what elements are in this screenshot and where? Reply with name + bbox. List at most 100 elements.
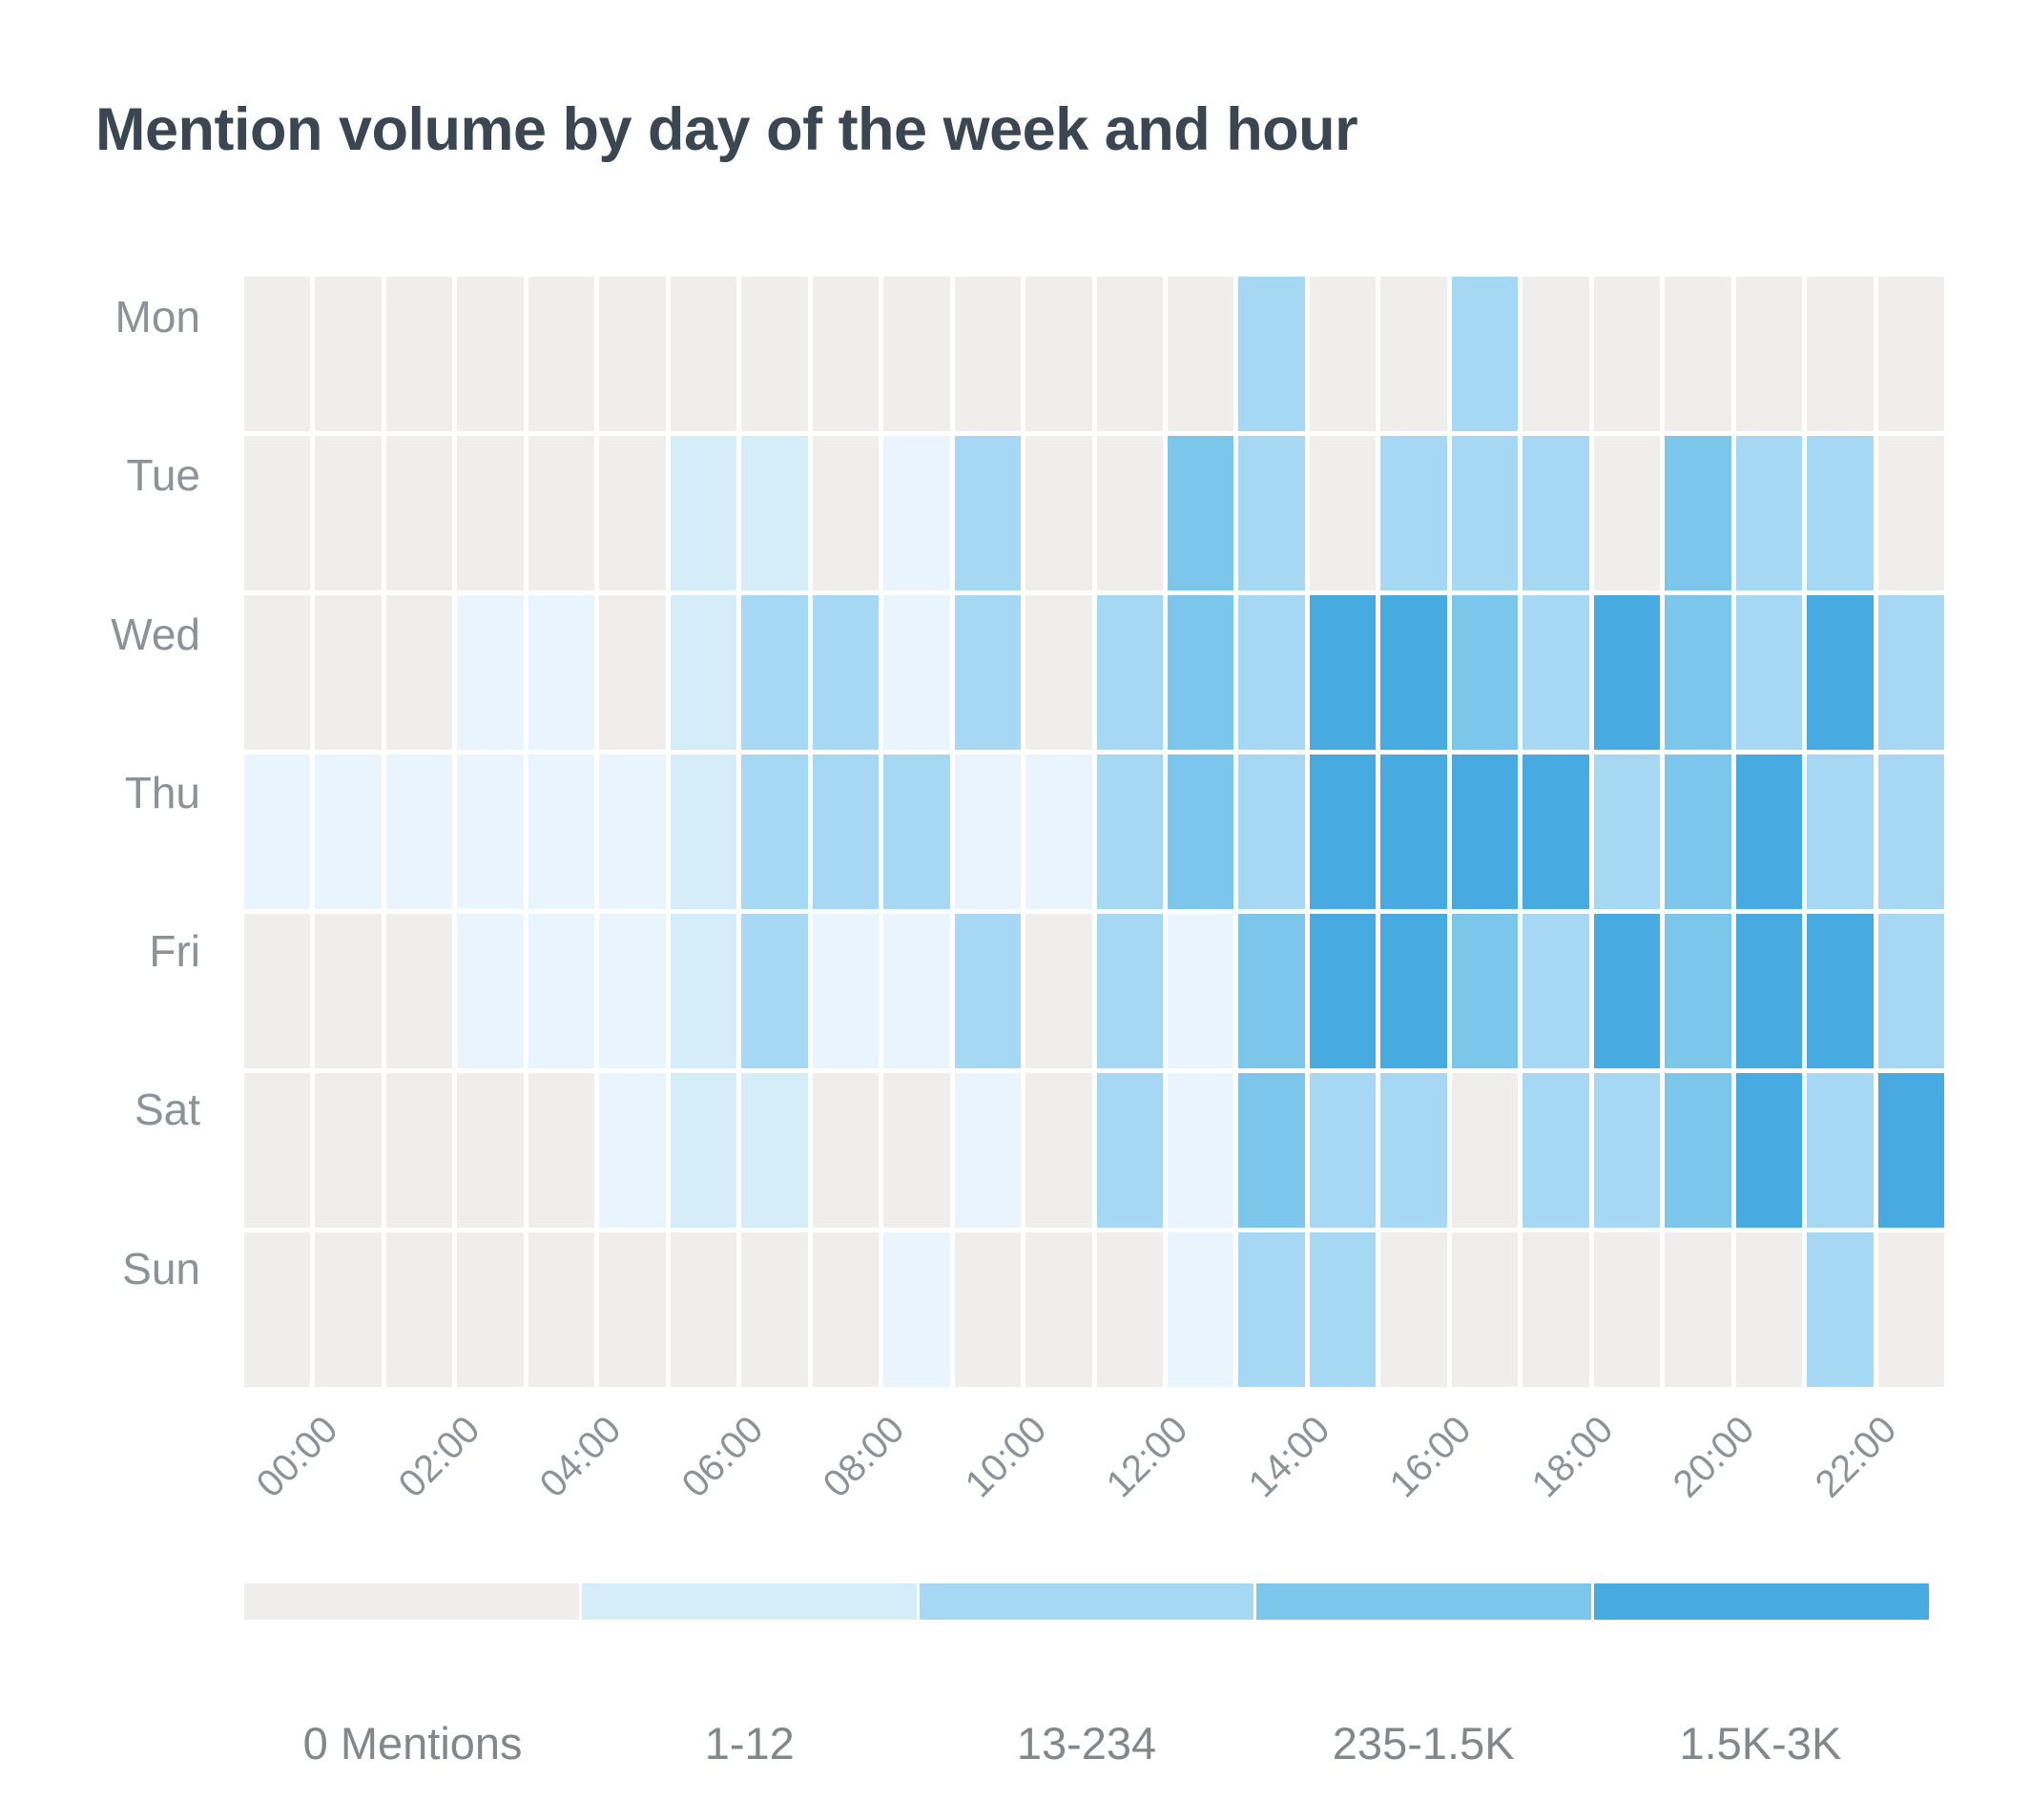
heatmap-cell[interactable] (1522, 1073, 1589, 1228)
heatmap-cell[interactable] (315, 1073, 382, 1228)
heatmap-cell[interactable] (385, 595, 453, 750)
heatmap-cell[interactable] (1096, 914, 1163, 1068)
heatmap-cell[interactable] (457, 595, 524, 750)
heatmap-cell[interactable] (1380, 436, 1447, 590)
heatmap-cell[interactable] (1309, 1232, 1377, 1387)
heatmap-cell[interactable] (1735, 1073, 1803, 1228)
heatmap-cell[interactable] (1238, 914, 1305, 1068)
heatmap-cell[interactable] (670, 436, 737, 590)
heatmap-cell[interactable] (1025, 436, 1092, 590)
heatmap-cell[interactable] (528, 755, 595, 909)
heatmap-cell[interactable] (883, 1073, 950, 1228)
heatmap-cell[interactable] (385, 914, 453, 1068)
heatmap-cell[interactable] (1665, 1232, 1731, 1387)
heatmap-cell[interactable] (244, 595, 311, 750)
heatmap-cell[interactable] (457, 1073, 524, 1228)
heatmap-cell[interactable] (1380, 1232, 1447, 1387)
heatmap-cell[interactable] (670, 277, 737, 431)
heatmap-cell[interactable] (528, 914, 595, 1068)
heatmap-cell[interactable] (244, 1232, 311, 1387)
heatmap-cell[interactable] (741, 755, 808, 909)
heatmap-cell[interactable] (385, 436, 453, 590)
heatmap-cell[interactable] (1665, 755, 1731, 909)
heatmap-cell[interactable] (528, 277, 595, 431)
heatmap-cell[interactable] (1380, 595, 1447, 750)
heatmap-cell[interactable] (1807, 277, 1874, 431)
heatmap-cell[interactable] (812, 755, 880, 909)
heatmap-cell[interactable] (1309, 1073, 1377, 1228)
heatmap-cell[interactable] (1877, 914, 1944, 1068)
heatmap-cell[interactable] (1096, 595, 1163, 750)
heatmap-cell[interactable] (1593, 1232, 1661, 1387)
heatmap-cell[interactable] (1807, 595, 1874, 750)
heatmap-cell[interactable] (1735, 595, 1803, 750)
heatmap-cell[interactable] (670, 914, 737, 1068)
heatmap-cell[interactable] (385, 1232, 453, 1387)
heatmap-cell[interactable] (883, 277, 950, 431)
heatmap-cell[interactable] (1593, 1073, 1661, 1228)
heatmap-cell[interactable] (1096, 1232, 1163, 1387)
heatmap-cell[interactable] (599, 1073, 666, 1228)
heatmap-cell[interactable] (812, 914, 880, 1068)
heatmap-cell[interactable] (1238, 595, 1305, 750)
heatmap-cell[interactable] (954, 914, 1022, 1068)
heatmap-cell[interactable] (457, 1232, 524, 1387)
heatmap-cell[interactable] (1593, 595, 1661, 750)
heatmap-cell[interactable] (812, 595, 880, 750)
heatmap-cell[interactable] (244, 277, 311, 431)
heatmap-cell[interactable] (954, 277, 1022, 431)
heatmap-cell[interactable] (1025, 1232, 1092, 1387)
heatmap-cell[interactable] (1522, 914, 1589, 1068)
heatmap-cell[interactable] (457, 277, 524, 431)
heatmap-cell[interactable] (1593, 914, 1661, 1068)
heatmap-cell[interactable] (1451, 436, 1519, 590)
heatmap-cell[interactable] (315, 755, 382, 909)
heatmap-cell[interactable] (1877, 1232, 1944, 1387)
heatmap-cell[interactable] (1380, 914, 1447, 1068)
heatmap-cell[interactable] (670, 755, 737, 909)
heatmap-cell[interactable] (670, 595, 737, 750)
heatmap-cell[interactable] (528, 1232, 595, 1387)
heatmap-cell[interactable] (954, 595, 1022, 750)
heatmap-cell[interactable] (1522, 755, 1589, 909)
heatmap-cell[interactable] (1877, 277, 1944, 431)
heatmap-cell[interactable] (599, 436, 666, 590)
heatmap-cell[interactable] (1877, 755, 1944, 909)
heatmap-cell[interactable] (1522, 436, 1589, 590)
heatmap-cell[interactable] (1593, 436, 1661, 590)
heatmap-cell[interactable] (883, 595, 950, 750)
heatmap-cell[interactable] (457, 755, 524, 909)
heatmap-cell[interactable] (1665, 277, 1731, 431)
heatmap-cell[interactable] (599, 914, 666, 1068)
heatmap-cell[interactable] (1522, 1232, 1589, 1387)
heatmap-cell[interactable] (1807, 1073, 1874, 1228)
heatmap-cell[interactable] (1665, 914, 1731, 1068)
heatmap-cell[interactable] (1807, 436, 1874, 590)
heatmap-cell[interactable] (1096, 755, 1163, 909)
heatmap-cell[interactable] (1451, 595, 1519, 750)
heatmap-cell[interactable] (1309, 595, 1377, 750)
heatmap-cell[interactable] (1665, 1073, 1731, 1228)
heatmap-cell[interactable] (1807, 1232, 1874, 1387)
heatmap-cell[interactable] (1380, 755, 1447, 909)
heatmap-cell[interactable] (315, 436, 382, 590)
heatmap-cell[interactable] (528, 436, 595, 590)
heatmap-cell[interactable] (1451, 1073, 1519, 1228)
heatmap-cell[interactable] (883, 1232, 950, 1387)
heatmap-cell[interactable] (1025, 914, 1092, 1068)
heatmap-cell[interactable] (1451, 277, 1519, 431)
heatmap-cell[interactable] (1735, 1232, 1803, 1387)
heatmap-cell[interactable] (1380, 1073, 1447, 1228)
heatmap-cell[interactable] (1451, 755, 1519, 909)
heatmap-cell[interactable] (385, 755, 453, 909)
heatmap-cell[interactable] (1167, 436, 1234, 590)
heatmap-cell[interactable] (670, 1232, 737, 1387)
heatmap-cell[interactable] (599, 1232, 666, 1387)
heatmap-cell[interactable] (741, 1073, 808, 1228)
heatmap-cell[interactable] (1665, 595, 1731, 750)
heatmap-cell[interactable] (1522, 277, 1589, 431)
heatmap-cell[interactable] (954, 1232, 1022, 1387)
heatmap-cell[interactable] (1380, 277, 1447, 431)
heatmap-cell[interactable] (1167, 755, 1234, 909)
heatmap-cell[interactable] (883, 436, 950, 590)
